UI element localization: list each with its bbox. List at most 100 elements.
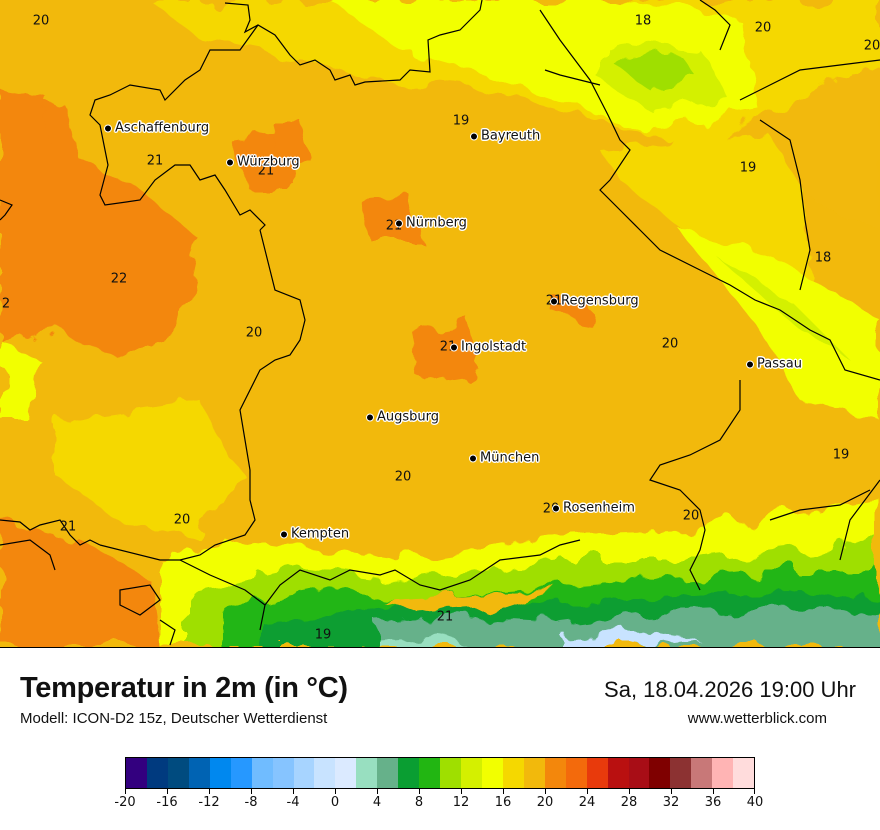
city-dot-icon [226,158,234,166]
map-title: Temperatur in 2m (in °C) [20,672,348,704]
colorbar-tick-label: 0 [330,795,340,810]
temperature-label: 19 [314,627,332,643]
colorbar-segment [733,758,755,788]
colorbar-tick-label: -4 [286,795,300,810]
colorbar-tick-label: 40 [746,795,764,810]
temperature-label: 20 [173,512,191,528]
colorbar-tick [419,789,420,794]
colorbar-segment [670,758,692,788]
colorbar-tick-label: 12 [452,795,470,810]
city-name: Aschaffenburg [115,120,210,136]
colorbar-tick [209,789,210,794]
colorbar-segment [272,758,294,788]
temperature-field [0,0,880,647]
city-dot-icon [469,454,477,462]
colorbar-tick-label: 24 [578,795,596,810]
colorbar-segment [691,758,713,788]
colorbar-segment [209,758,231,788]
colorbar-tick-label: 20 [536,795,554,810]
temperature-label: 19 [832,447,850,463]
temperature-label: 21 [257,163,275,179]
temperature-label: 21 [59,519,77,535]
city-dot-icon [366,413,374,421]
colorbar-tick-label: -12 [198,795,220,810]
city-dot-icon [395,219,403,227]
city-marker: Kempten [280,527,349,542]
temperature-label: 20 [754,20,772,36]
colorbar-segment [565,758,587,788]
city-dot-icon [450,343,458,351]
colorbar-segment [440,758,461,788]
colorbar-tick [629,789,630,794]
colorbar-tick [293,789,294,794]
city-name: Regensburg [561,293,639,309]
temperature-label: 20 [863,38,880,54]
colorbar-tick-label: 16 [494,795,512,810]
colorbar-tick [335,789,336,794]
temperature-label: 18 [814,250,832,266]
city-dot-icon [280,530,288,538]
colorbar-tick-label: -8 [244,795,258,810]
colorbar-tick [377,789,378,794]
colorbar-tick [671,789,672,794]
colorbar-segment [712,758,734,788]
city-name: München [480,450,540,466]
city-marker: München [469,451,539,466]
colorbar-tick-label: 28 [620,795,638,810]
colorbar [125,757,755,789]
city-marker: Rosenheim [552,501,635,516]
temperature-label: 20 [245,325,263,341]
temperature-label: 20 [682,508,700,524]
colorbar-segment [251,758,273,788]
colorbar-tick-label: 32 [662,795,680,810]
temperature-label: 21 [436,609,454,625]
city-marker: Nürnberg [395,216,467,231]
colorbar-tick [754,789,755,794]
city-marker: Augsburg [366,410,439,425]
colorbar-tick [251,789,252,794]
website-link[interactable]: www.wetterblick.com [687,710,827,727]
city-marker: Regensburg [550,294,639,309]
city-name: Ingolstadt [461,339,527,355]
colorbar-segment [293,758,315,788]
colorbar-tick-label: -20 [114,795,136,810]
colorbar-segment [628,758,650,788]
colorbar-tick [461,789,462,794]
temperature-label: 20 [394,469,412,485]
colorbar-tick-label: 36 [704,795,722,810]
colorbar-tick [503,789,504,794]
colorbar-segment [398,758,420,788]
colorbar-segment [502,758,524,788]
colorbar-segment [481,758,503,788]
city-marker: Ingolstadt [450,340,526,355]
city-name: Augsburg [377,409,440,425]
colorbar-segment [649,758,671,788]
colorbar-tick [587,789,588,794]
city-name: Passau [757,356,802,372]
colorbar-tick-label: -16 [156,795,178,810]
temperature-label: 20 [32,13,50,29]
colorbar-tick-label: 4 [372,795,382,810]
colorbar-tick-label: 8 [414,795,424,810]
colorbar-segment [188,758,210,788]
colorbar-segment [335,758,357,788]
colorbar-segment [356,758,378,788]
colorbar-segment [126,758,147,788]
colorbar-segment [586,758,608,788]
forecast-datetime: Sa, 18.04.2026 19:00 Uhr [604,677,856,702]
city-name: Kempten [291,526,350,542]
temperature-label: 19 [452,113,470,129]
city-marker: Würzburg [226,155,300,170]
colorbar-ticks: -20 -16 -12 -8 -4 0 4 8 12 16 20 24 28 32 36 40 [114,789,763,819]
colorbar-segment [230,758,252,788]
colorbar-segment [377,758,399,788]
colorbar-segment [167,758,189,788]
city-marker: Aschaffenburg [104,121,209,136]
colorbar-tick [167,789,168,794]
colorbar-tick [713,789,714,794]
city-dot-icon [552,504,560,512]
colorbar-segment [523,758,545,788]
city-dot-icon [104,124,112,132]
city-name: Bayreuth [481,128,541,144]
temperature-label: 19 [739,160,757,176]
